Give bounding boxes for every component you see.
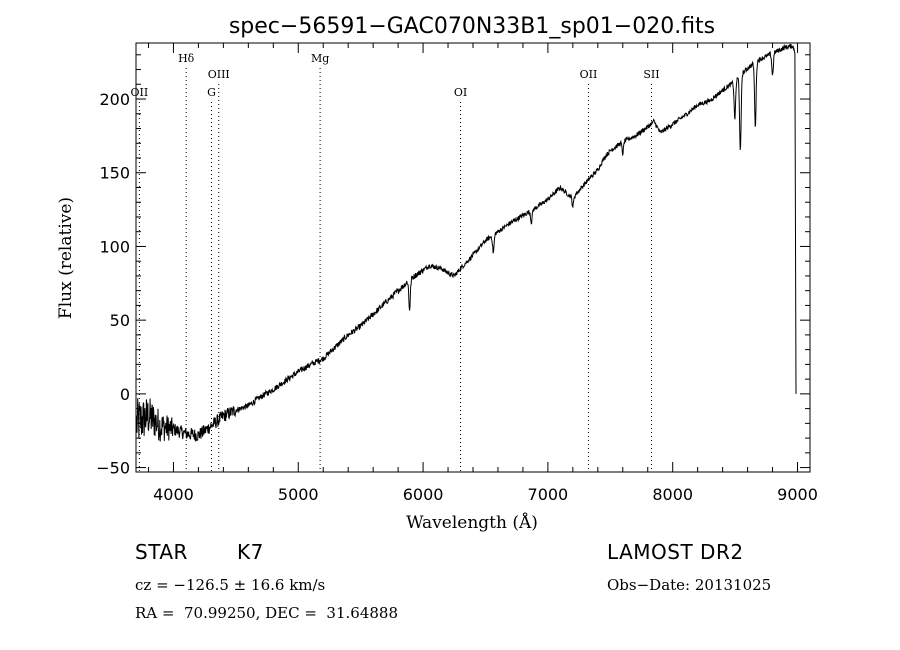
- y-tick-label: 200: [99, 90, 130, 109]
- x-axis-ticks: 4000 5000 6000 7000 8000 9000: [147, 43, 818, 504]
- line-marker-label: OI: [454, 86, 467, 99]
- line-markers: [138, 68, 652, 472]
- y-tick-label: −50: [96, 459, 130, 478]
- observation-date: Obs−Date: 20131025: [607, 576, 772, 594]
- spectrum-line: [136, 43, 797, 442]
- x-tick-label: 8000: [652, 485, 693, 504]
- x-tick-label: 6000: [403, 485, 444, 504]
- line-marker-label: G: [207, 86, 216, 99]
- x-tick-label: 7000: [528, 485, 569, 504]
- x-axis-label: Wavelength (Å): [406, 512, 538, 533]
- line-marker-label: Mg: [311, 52, 329, 65]
- line-marker-label: Hδ: [178, 52, 195, 65]
- object-class: STAR: [135, 540, 188, 564]
- x-tick-label: 9000: [777, 485, 818, 504]
- line-marker-labels: OII Hδ G OIII Mg OI OII SII: [131, 52, 660, 99]
- y-axis-ticks: −50 0 50 100 150 200: [96, 54, 810, 478]
- plot-frame: [135, 42, 811, 473]
- y-axis-label: Flux (relative): [56, 197, 76, 319]
- line-marker-label: OII: [131, 86, 149, 99]
- x-tick-label: 4000: [153, 485, 194, 504]
- redshift-velocity: cz = −126.5 ± 16.6 km/s: [135, 576, 326, 594]
- object-subclass: K7: [237, 540, 264, 564]
- survey-name: LAMOST DR2: [607, 540, 744, 564]
- x-tick-label: 5000: [278, 485, 319, 504]
- line-marker-label: OII: [580, 68, 598, 81]
- y-tick-label: 150: [99, 164, 130, 183]
- line-marker-label: OIII: [208, 68, 230, 81]
- ra-dec: RA = 70.99250, DEC = 31.64888: [135, 604, 399, 622]
- line-marker-label: SII: [643, 68, 659, 81]
- y-tick-label: 50: [110, 311, 130, 330]
- y-tick-label: 0: [120, 385, 130, 404]
- chart-title: spec−56591−GAC070N33B1_sp01−020.fits: [229, 14, 715, 39]
- y-tick-label: 100: [99, 237, 130, 256]
